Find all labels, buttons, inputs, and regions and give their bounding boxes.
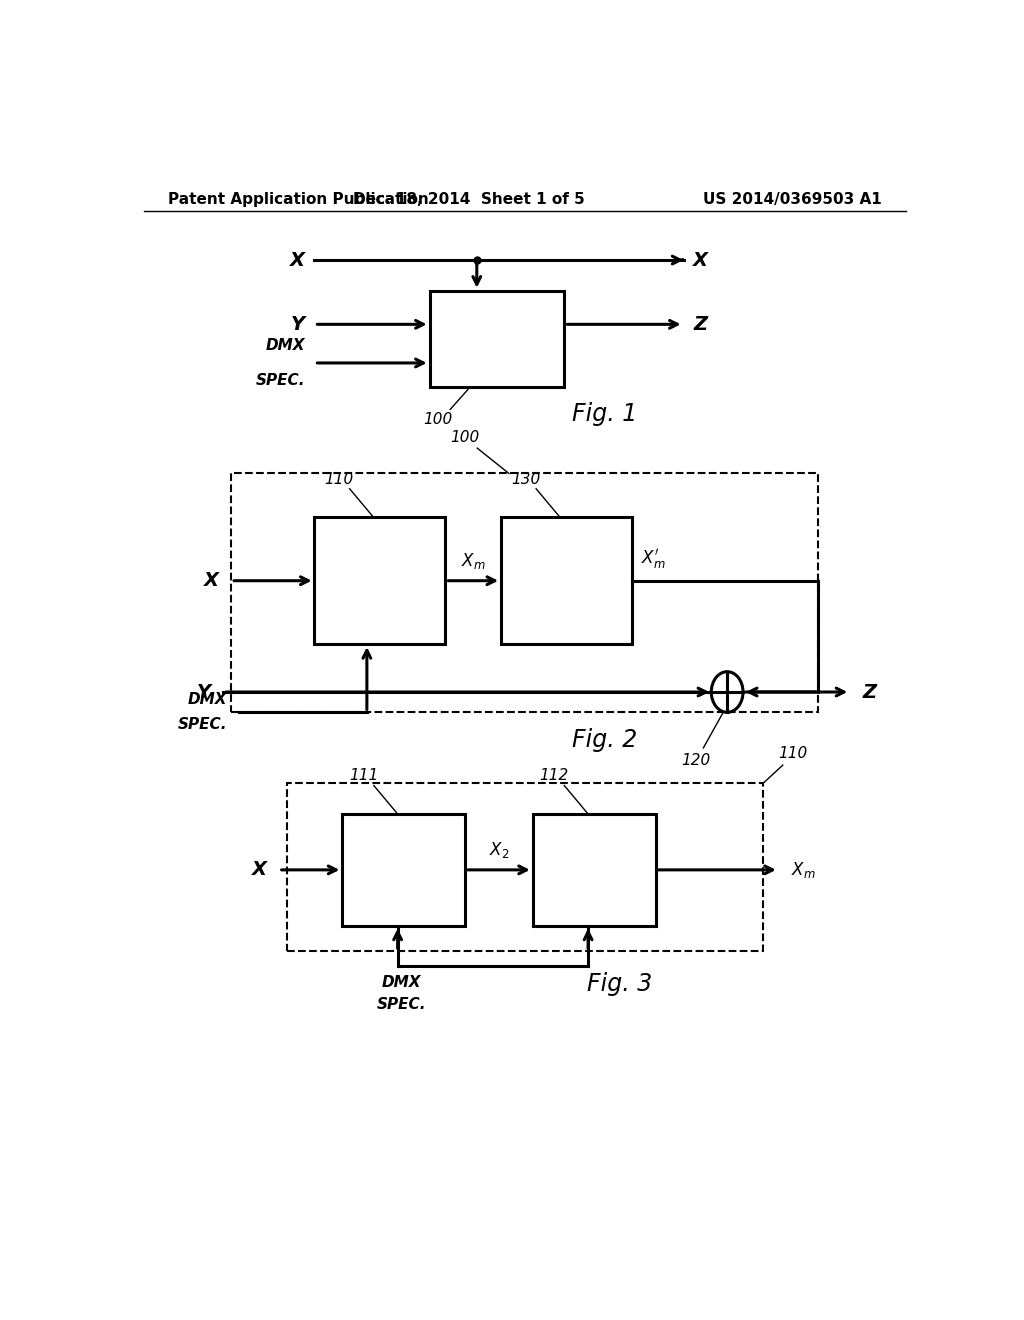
Text: 100: 100 bbox=[424, 412, 453, 428]
Bar bbox=[532, 814, 655, 925]
Text: X: X bbox=[290, 251, 305, 269]
Text: Patent Application Publication: Patent Application Publication bbox=[168, 191, 428, 206]
Text: 110: 110 bbox=[778, 746, 808, 762]
Bar bbox=[314, 517, 445, 644]
Text: Z: Z bbox=[693, 315, 708, 334]
Text: X: X bbox=[252, 861, 267, 879]
Bar bbox=[287, 784, 763, 952]
Text: Y: Y bbox=[198, 682, 211, 701]
Text: $X_m$: $X_m$ bbox=[791, 859, 815, 880]
Bar bbox=[231, 474, 818, 713]
Text: Z: Z bbox=[862, 682, 877, 701]
Text: $X_m$: $X_m$ bbox=[461, 550, 485, 570]
Text: Fig. 1: Fig. 1 bbox=[571, 403, 637, 426]
Text: US 2014/0369503 A1: US 2014/0369503 A1 bbox=[703, 191, 882, 206]
Text: SPEC.: SPEC. bbox=[178, 718, 227, 733]
Text: X: X bbox=[693, 251, 708, 269]
Bar bbox=[430, 290, 564, 387]
Text: SPEC.: SPEC. bbox=[377, 997, 426, 1012]
Text: DMX: DMX bbox=[265, 338, 305, 352]
Text: Y: Y bbox=[291, 315, 305, 334]
Text: Fig. 2: Fig. 2 bbox=[571, 727, 637, 751]
Text: $X_m'$: $X_m'$ bbox=[641, 546, 666, 570]
Text: Dec. 18, 2014  Sheet 1 of 5: Dec. 18, 2014 Sheet 1 of 5 bbox=[353, 191, 585, 206]
Bar bbox=[342, 814, 465, 925]
Text: SPEC.: SPEC. bbox=[255, 374, 305, 388]
Text: X: X bbox=[204, 572, 219, 590]
Text: Fig. 3: Fig. 3 bbox=[588, 972, 652, 995]
Text: 100: 100 bbox=[451, 430, 480, 445]
Text: 110: 110 bbox=[325, 471, 354, 487]
Text: DMX: DMX bbox=[382, 974, 421, 990]
Text: 120: 120 bbox=[681, 752, 710, 768]
Text: 112: 112 bbox=[540, 768, 568, 784]
Bar bbox=[501, 517, 632, 644]
Text: $X_2$: $X_2$ bbox=[488, 840, 509, 859]
Text: 111: 111 bbox=[349, 768, 378, 784]
Text: 130: 130 bbox=[511, 471, 541, 487]
Text: DMX: DMX bbox=[187, 692, 227, 708]
